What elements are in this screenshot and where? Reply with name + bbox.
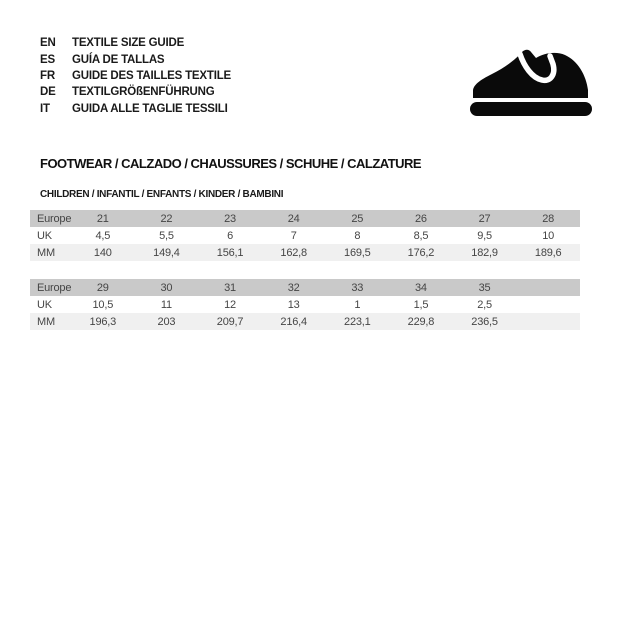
row-label: UK	[30, 296, 71, 313]
size-cell: 169,5	[325, 244, 390, 261]
size-cell: 236,5	[452, 313, 517, 330]
size-cell: 5,5	[134, 227, 199, 244]
size-cell: 229,8	[389, 313, 453, 330]
size-cell: 156,1	[198, 244, 262, 261]
size-cell: 162,8	[261, 244, 326, 261]
size-cell: 7	[261, 227, 326, 244]
size-cell: 1,5	[389, 296, 453, 313]
size-cell: 34	[389, 279, 453, 296]
size-cell: 140	[71, 244, 135, 261]
language-code: FR	[40, 69, 55, 82]
language-code: DE	[40, 86, 56, 99]
children-shoe-icon	[470, 49, 592, 116]
language-label: TEXTILGRÖßENFÜHRUNG	[72, 86, 215, 99]
size-cell: 32	[261, 279, 326, 296]
row-label: Europe	[30, 210, 71, 227]
language-row-de: DE TEXTILGRÖßENFÜHRUNG	[40, 84, 231, 100]
size-cell: 31	[198, 279, 262, 296]
size-cell: 30	[134, 279, 199, 296]
size-cell: 10	[516, 227, 580, 244]
size-cell: 9,5	[452, 227, 517, 244]
language-label: GUÍA DE TALLAS	[72, 53, 165, 66]
section-title: FOOTWEAR / CALZADO / CHAUSSURES / SCHUHE…	[40, 156, 422, 171]
size-cell: 25	[325, 210, 390, 227]
language-label: GUIDE DES TAILLES TEXTILE	[72, 69, 231, 82]
size-cell: 10,5	[71, 296, 135, 313]
language-code: EN	[40, 37, 56, 50]
row-label: MM	[30, 244, 71, 261]
size-cell: 189,6	[516, 244, 580, 261]
size-cell: 176,2	[389, 244, 453, 261]
size-cell: 182,9	[452, 244, 517, 261]
language-label: GUIDA ALLE TAGLIE TESSILI	[72, 102, 228, 115]
size-cell: 26	[389, 210, 453, 227]
size-table-29-35: Europe 29 30 31 32 33 34 35 UK 10,5 11 1…	[30, 279, 580, 330]
size-cell: 216,4	[261, 313, 326, 330]
section-subtitle: CHILDREN / INFANTIL / ENFANTS / KINDER /…	[40, 189, 284, 200]
size-cell	[516, 279, 580, 296]
size-cell: 13	[261, 296, 326, 313]
size-cell: 196,3	[71, 313, 135, 330]
table-row-mm: MM 196,3 203 209,7 216,4 223,1 229,8 236…	[30, 313, 580, 330]
size-cell: 27	[452, 210, 517, 227]
row-label: MM	[30, 313, 71, 330]
language-code: ES	[40, 53, 55, 66]
table-row-europe: Europe 29 30 31 32 33 34 35	[30, 279, 580, 296]
size-cell: 11	[134, 296, 199, 313]
language-row-en: EN TEXTILE SIZE GUIDE	[40, 35, 231, 51]
size-cell: 8,5	[389, 227, 453, 244]
size-table-21-28: Europe 21 22 23 24 25 26 27 28 UK 4,5 5,…	[30, 210, 580, 261]
row-label: UK	[30, 227, 71, 244]
size-cell: 28	[516, 210, 580, 227]
size-cell: 203	[134, 313, 199, 330]
size-cell: 23	[198, 210, 262, 227]
size-cell: 2,5	[452, 296, 517, 313]
size-cell: 6	[198, 227, 262, 244]
table-row-europe: Europe 21 22 23 24 25 26 27 28	[30, 210, 580, 227]
language-code: IT	[40, 102, 50, 115]
size-cell: 4,5	[71, 227, 135, 244]
size-cell: 22	[134, 210, 199, 227]
table-row-uk: UK 4,5 5,5 6 7 8 8,5 9,5 10	[30, 227, 580, 244]
size-cell: 209,7	[198, 313, 262, 330]
language-list: EN TEXTILE SIZE GUIDE ES GUÍA DE TALLAS …	[40, 35, 231, 117]
language-label: TEXTILE SIZE GUIDE	[72, 37, 185, 50]
size-cell: 8	[325, 227, 390, 244]
size-cell: 35	[452, 279, 517, 296]
size-cell: 12	[198, 296, 262, 313]
size-cell: 149,4	[134, 244, 199, 261]
size-cell: 1	[325, 296, 390, 313]
size-cell: 29	[71, 279, 135, 296]
size-cell: 24	[261, 210, 326, 227]
size-cell	[516, 313, 580, 330]
table-row-uk: UK 10,5 11 12 13 1 1,5 2,5	[30, 296, 580, 313]
size-cell: 33	[325, 279, 390, 296]
language-row-es: ES GUÍA DE TALLAS	[40, 51, 231, 67]
language-row-fr: FR GUIDE DES TAILLES TEXTILE	[40, 68, 231, 84]
language-row-it: IT GUIDA ALLE TAGLIE TESSILI	[40, 101, 231, 117]
size-cell: 21	[71, 210, 135, 227]
table-row-mm: MM 140 149,4 156,1 162,8 169,5 176,2 182…	[30, 244, 580, 261]
size-cell	[516, 296, 580, 313]
row-label: Europe	[30, 279, 71, 296]
size-cell: 223,1	[325, 313, 390, 330]
